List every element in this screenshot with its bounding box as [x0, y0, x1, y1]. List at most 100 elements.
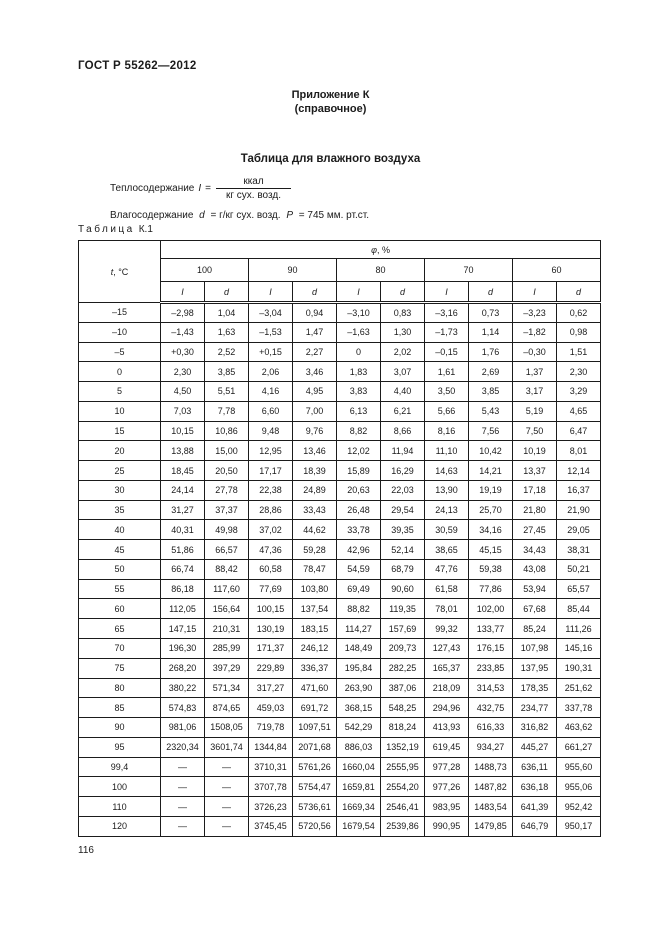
value-cell: — [160, 756, 205, 778]
table-row: 100— —3707,78 5754,47 1659,81 2554,20 977,26 1… [78, 776, 602, 798]
value-cell: 1,83 [336, 361, 381, 383]
value-cell: 59,28 [292, 539, 337, 560]
value-cell: 387,06 [380, 677, 425, 699]
value-cell: 616,33 [468, 717, 513, 738]
humidity-group-header: 100 [160, 258, 249, 282]
value-cell: 7,00 [292, 400, 337, 422]
value-cell: 1679,54 [336, 815, 381, 837]
value-cell: 2320,34 [160, 736, 205, 758]
table-row: 35 31,27 37,37 28,86 33,43 26,48 29,54 24,13 25,… [78, 499, 602, 521]
value-cell: 10,15 [160, 420, 205, 442]
value-cell: 445,27 [512, 736, 557, 758]
value-cell: 20,50 [204, 460, 249, 481]
moisture-content-variable: d [199, 210, 205, 221]
value-cell: — [160, 796, 205, 817]
value-cell: 85,44 [555, 598, 602, 620]
value-cell: 39,35 [380, 519, 425, 541]
value-cell: 102,00 [468, 598, 513, 620]
value-cell: 263,90 [336, 677, 381, 699]
value-cell: 952,42 [555, 796, 602, 817]
value-cell: 2554,20 [380, 776, 425, 798]
temperature-cell: 50 [78, 558, 161, 580]
value-cell: 9,48 [248, 420, 293, 442]
value-cell: 190,31 [555, 657, 602, 679]
value-cell: 130,19 [248, 618, 293, 640]
table-row: 20 13,88 15,00 12,95 13,46 12,02 11,94 11,10 10,… [78, 440, 602, 462]
value-cell: 5754,47 [292, 776, 337, 798]
value-cell: –1,73 [424, 321, 469, 343]
value-cell: 42,96 [336, 539, 381, 560]
table-row: –15 –2,98 1,04 –3,04 0,94 –3,10 0,83 –3,16 0,73–… [78, 302, 602, 323]
table-row: 120— —3745,45 5720,56 1679,54 2539,86 990,95 1… [78, 815, 602, 837]
value-cell: 37,37 [204, 499, 249, 521]
temperature-cell: 80 [78, 677, 161, 699]
value-cell: 178,35 [512, 677, 557, 699]
value-cell: 13,88 [160, 440, 205, 462]
value-cell: 209,73 [380, 638, 425, 659]
value-cell: 78,47 [292, 558, 337, 580]
value-cell: 171,37 [248, 638, 293, 659]
value-cell: 981,06 [160, 717, 205, 738]
temperature-cell: 99,4 [78, 756, 161, 778]
value-cell: 156,64 [204, 598, 249, 620]
table-row: 75 268,20 397,29 229,89 336,37 195,84 282,25 16… [78, 657, 602, 679]
equals-sign: = [205, 183, 211, 194]
value-cell: — [204, 756, 249, 778]
value-cell: 5720,56 [292, 815, 337, 837]
value-cell: 137,95 [512, 657, 557, 679]
value-cell: 548,25 [380, 697, 425, 719]
humidity-group-header: 80 [336, 258, 425, 282]
fraction-denominator: кг сух. возд. [216, 188, 291, 201]
value-cell: 2,06 [248, 361, 293, 383]
table-row: 60 112,05 156,64 100,15 137,54 88,82 119,35 78,… [78, 598, 602, 620]
value-cell: 26,48 [336, 499, 381, 521]
value-cell: — [204, 796, 249, 817]
value-cell: +0,30 [160, 341, 205, 363]
value-cell: 641,39 [512, 796, 557, 817]
temperature-cell: 5 [78, 381, 161, 402]
value-cell: 183,15 [292, 618, 337, 640]
value-cell: 31,27 [160, 499, 205, 521]
value-cell: 3,83 [336, 381, 381, 402]
value-cell: 78,01 [424, 598, 469, 620]
enthalpy-subcolumn-header: I [424, 281, 469, 304]
value-cell: 1660,04 [336, 756, 381, 778]
value-cell: 11,94 [380, 440, 425, 462]
value-cell: 10,19 [512, 440, 557, 462]
value-cell: 1,47 [292, 321, 337, 343]
value-cell: 1352,19 [380, 736, 425, 758]
value-cell: 3,17 [512, 381, 557, 402]
temperature-cell: –10 [78, 321, 161, 343]
value-cell: 13,46 [292, 440, 337, 462]
value-cell: 1508,05 [204, 717, 249, 738]
value-cell: 1,76 [468, 341, 513, 363]
value-cell: 7,50 [512, 420, 557, 442]
value-cell: 1,14 [468, 321, 513, 343]
value-cell: 10,86 [204, 420, 249, 442]
temperature-cell: 60 [78, 598, 161, 620]
moisture-subcolumn-header: d [380, 281, 425, 304]
value-cell: 18,45 [160, 460, 205, 481]
value-cell: 983,95 [424, 796, 469, 817]
value-cell: 459,03 [248, 697, 293, 719]
enthalpy-subcolumn-header: I [336, 281, 381, 304]
value-cell: 3745,45 [248, 815, 293, 837]
value-cell: — [160, 776, 205, 798]
value-cell: 3601,74 [204, 736, 249, 758]
value-cell: 934,27 [468, 736, 513, 758]
value-cell: 38,65 [424, 539, 469, 560]
fraction-numerator: ккал [243, 176, 264, 187]
value-cell: 1479,85 [468, 815, 513, 837]
value-cell: 85,24 [512, 618, 557, 640]
value-cell: 646,79 [512, 815, 557, 837]
value-cell: 10,42 [468, 440, 513, 462]
value-cell: 1659,81 [336, 776, 381, 798]
temperature-cell: 25 [78, 460, 161, 481]
table-row: 0 2,30 3,85 2,06 3,46 1,83 3,07 1,61 2,69 1,37 2,3… [78, 361, 602, 383]
value-cell: 24,13 [424, 499, 469, 521]
value-cell: 148,49 [336, 638, 381, 659]
temperature-cell: –15 [78, 302, 161, 323]
value-cell: 1097,51 [292, 717, 337, 738]
value-cell: 45,15 [468, 539, 513, 560]
temperature-cell: 95 [78, 736, 161, 758]
